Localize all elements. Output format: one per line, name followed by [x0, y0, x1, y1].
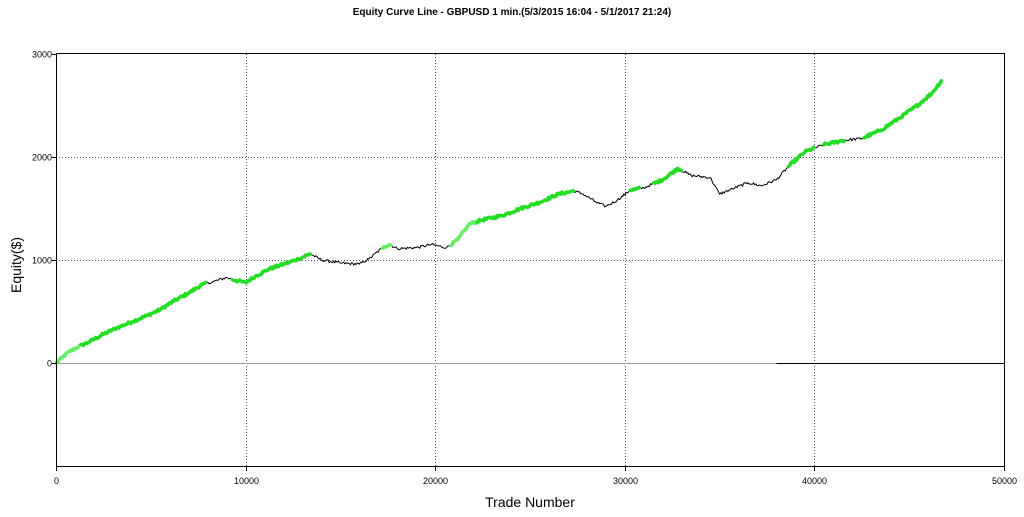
y-tick-label: 1000: [32, 256, 52, 266]
new-high-segment: [475, 189, 576, 225]
x-tick-label: 40000: [802, 476, 827, 486]
x-tick-label: 30000: [613, 476, 638, 486]
axis-layer: 0 10000 20000 30000 40000 50000 0 1000 2000 3000: [32, 50, 1017, 487]
new-high-segment: [862, 79, 944, 140]
equity-line: [55, 80, 942, 364]
new-high-segment: [230, 252, 312, 285]
x-tick-label: 50000: [992, 476, 1017, 486]
new-high-segment: [54, 343, 82, 365]
new-high-segment: [652, 166, 683, 185]
x-tick-label: 0: [54, 476, 59, 486]
new-high-segment: [381, 242, 393, 251]
plot-frame: [56, 53, 1005, 467]
new-high-segment: [822, 138, 846, 147]
y-tick-label: 0: [47, 359, 52, 369]
x-axis-title: Trade Number: [485, 494, 575, 510]
y-tick-label: 2000: [32, 153, 52, 163]
x-tick-label: 20000: [423, 476, 448, 486]
new-high-segment: [628, 185, 642, 193]
new-high-segment: [786, 145, 816, 169]
new-high-segment: [449, 219, 478, 248]
chart-title: Equity Curve Line - GBPUSD 1 min.(5/3/20…: [352, 7, 672, 18]
grid-layer: [56, 54, 1004, 466]
highlight-layer: [54, 79, 944, 365]
x-tick-label: 10000: [234, 476, 259, 486]
y-tick-label: 3000: [32, 50, 52, 60]
series-layer: [55, 80, 942, 364]
new-high-segment: [79, 280, 208, 348]
